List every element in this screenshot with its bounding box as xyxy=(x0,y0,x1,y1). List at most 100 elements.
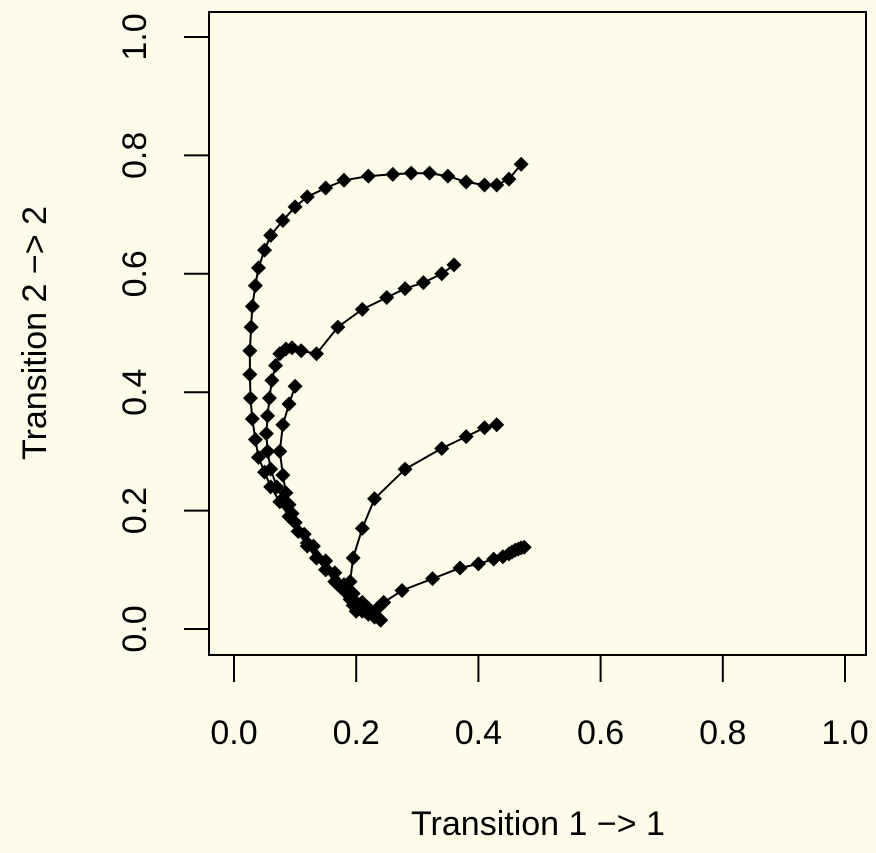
data-point xyxy=(342,574,358,590)
data-point xyxy=(318,180,334,196)
data-point xyxy=(446,257,462,273)
x-axis: 0.0 0.2 0.4 0.6 0.8 1.0 xyxy=(210,654,869,752)
data-point xyxy=(260,443,276,459)
x-tick-label: 1.0 xyxy=(821,714,868,752)
series-2 xyxy=(258,257,462,628)
data-point xyxy=(242,343,258,359)
data-point xyxy=(403,165,419,181)
plot-frame xyxy=(208,11,867,656)
data-point xyxy=(268,358,284,374)
data-point xyxy=(287,199,303,215)
data-point xyxy=(345,550,361,566)
data-point xyxy=(434,266,450,282)
data-point xyxy=(260,408,276,424)
series-1 xyxy=(242,156,529,628)
data-point xyxy=(458,429,474,445)
data-point xyxy=(336,172,352,188)
data-point xyxy=(397,461,413,477)
data-point xyxy=(263,227,279,243)
data-point xyxy=(513,156,529,172)
data-point xyxy=(470,556,486,572)
data-point xyxy=(247,278,263,294)
data-point xyxy=(272,443,288,459)
data-point xyxy=(275,213,291,229)
data-point xyxy=(250,449,266,465)
data-point xyxy=(247,432,263,448)
data-point xyxy=(243,319,259,335)
data-point xyxy=(440,168,456,184)
data-point xyxy=(379,289,395,305)
data-point xyxy=(489,417,505,433)
data-point xyxy=(394,583,410,599)
data-point xyxy=(452,560,468,576)
data-point xyxy=(330,319,346,335)
data-point xyxy=(242,366,258,382)
data-point xyxy=(367,606,383,622)
y-tick-label: 1.0 xyxy=(116,13,154,60)
x-tick-label: 0.2 xyxy=(333,714,380,752)
data-point xyxy=(330,577,346,593)
series-layer xyxy=(242,156,532,628)
x-axis-label: Transition 1 −> 1 xyxy=(411,805,665,843)
series-3 xyxy=(342,417,505,619)
y-tick-label: 0.4 xyxy=(116,369,154,416)
data-point xyxy=(489,177,505,193)
data-point xyxy=(397,281,413,297)
data-point xyxy=(308,346,324,362)
data-point xyxy=(244,411,260,427)
y-tick-label: 0.6 xyxy=(116,250,154,297)
data-point xyxy=(275,417,291,433)
x-tick-label: 0.4 xyxy=(455,714,502,752)
y-axis: 0.0 0.2 0.4 0.6 0.8 1.0 xyxy=(116,13,210,653)
data-point xyxy=(263,461,279,477)
data-point xyxy=(257,242,273,258)
data-point xyxy=(318,562,334,578)
data-point xyxy=(458,174,474,190)
data-point xyxy=(275,467,291,483)
data-point xyxy=(269,479,285,495)
y-tick-label: 0.0 xyxy=(116,605,154,652)
data-point xyxy=(360,168,376,184)
data-point xyxy=(281,396,297,412)
data-point xyxy=(385,166,401,182)
data-point xyxy=(415,275,431,291)
data-point xyxy=(425,571,441,587)
series-line xyxy=(265,264,455,621)
data-point xyxy=(244,298,260,314)
data-point xyxy=(434,440,450,456)
data-point xyxy=(354,301,370,317)
data-point xyxy=(287,378,303,394)
series-line xyxy=(278,385,376,616)
data-point xyxy=(308,550,324,566)
data-point xyxy=(264,372,280,388)
series-4 xyxy=(367,539,532,622)
y-tick-label: 0.2 xyxy=(116,487,154,534)
y-axis-label: Transition 2 −> 2 xyxy=(16,206,54,460)
x-tick-label: 0.8 xyxy=(699,714,746,752)
series-line xyxy=(248,163,522,622)
data-point xyxy=(367,491,383,507)
data-point xyxy=(272,346,288,362)
x-tick-label: 0.6 xyxy=(577,714,624,752)
data-point xyxy=(486,551,502,567)
data-point xyxy=(278,485,294,501)
y-tick-label: 0.8 xyxy=(116,132,154,179)
data-point xyxy=(422,165,438,181)
data-point xyxy=(290,523,306,539)
data-point xyxy=(242,390,258,406)
series-5 xyxy=(272,378,383,622)
data-point xyxy=(501,171,517,187)
data-point xyxy=(354,597,370,613)
data-point xyxy=(261,390,277,406)
data-point xyxy=(477,420,493,436)
data-point xyxy=(477,177,493,193)
data-point xyxy=(342,588,358,604)
data-point xyxy=(299,189,315,205)
data-point xyxy=(299,535,315,551)
data-point xyxy=(258,426,274,442)
data-point xyxy=(250,260,266,276)
x-tick-label: 0.0 xyxy=(210,714,257,752)
data-point xyxy=(354,520,370,536)
